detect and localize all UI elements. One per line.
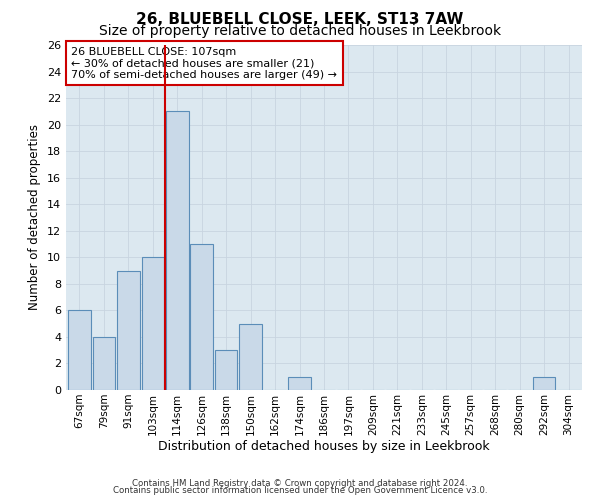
Bar xyxy=(166,112,188,390)
X-axis label: Distribution of detached houses by size in Leekbrook: Distribution of detached houses by size … xyxy=(158,440,490,454)
Text: 26, BLUEBELL CLOSE, LEEK, ST13 7AW: 26, BLUEBELL CLOSE, LEEK, ST13 7AW xyxy=(136,12,464,28)
Bar xyxy=(288,376,311,390)
Text: Contains HM Land Registry data © Crown copyright and database right 2024.: Contains HM Land Registry data © Crown c… xyxy=(132,478,468,488)
Bar xyxy=(117,270,140,390)
Y-axis label: Number of detached properties: Number of detached properties xyxy=(28,124,41,310)
Text: Size of property relative to detached houses in Leekbrook: Size of property relative to detached ho… xyxy=(99,24,501,38)
Bar xyxy=(68,310,91,390)
Text: 26 BLUEBELL CLOSE: 107sqm
← 30% of detached houses are smaller (21)
70% of semi-: 26 BLUEBELL CLOSE: 107sqm ← 30% of detac… xyxy=(71,46,337,80)
Text: Contains public sector information licensed under the Open Government Licence v3: Contains public sector information licen… xyxy=(113,486,487,495)
Bar xyxy=(239,324,262,390)
Bar xyxy=(533,376,556,390)
Bar xyxy=(92,337,115,390)
Bar xyxy=(190,244,213,390)
Bar xyxy=(215,350,238,390)
Bar xyxy=(142,258,164,390)
